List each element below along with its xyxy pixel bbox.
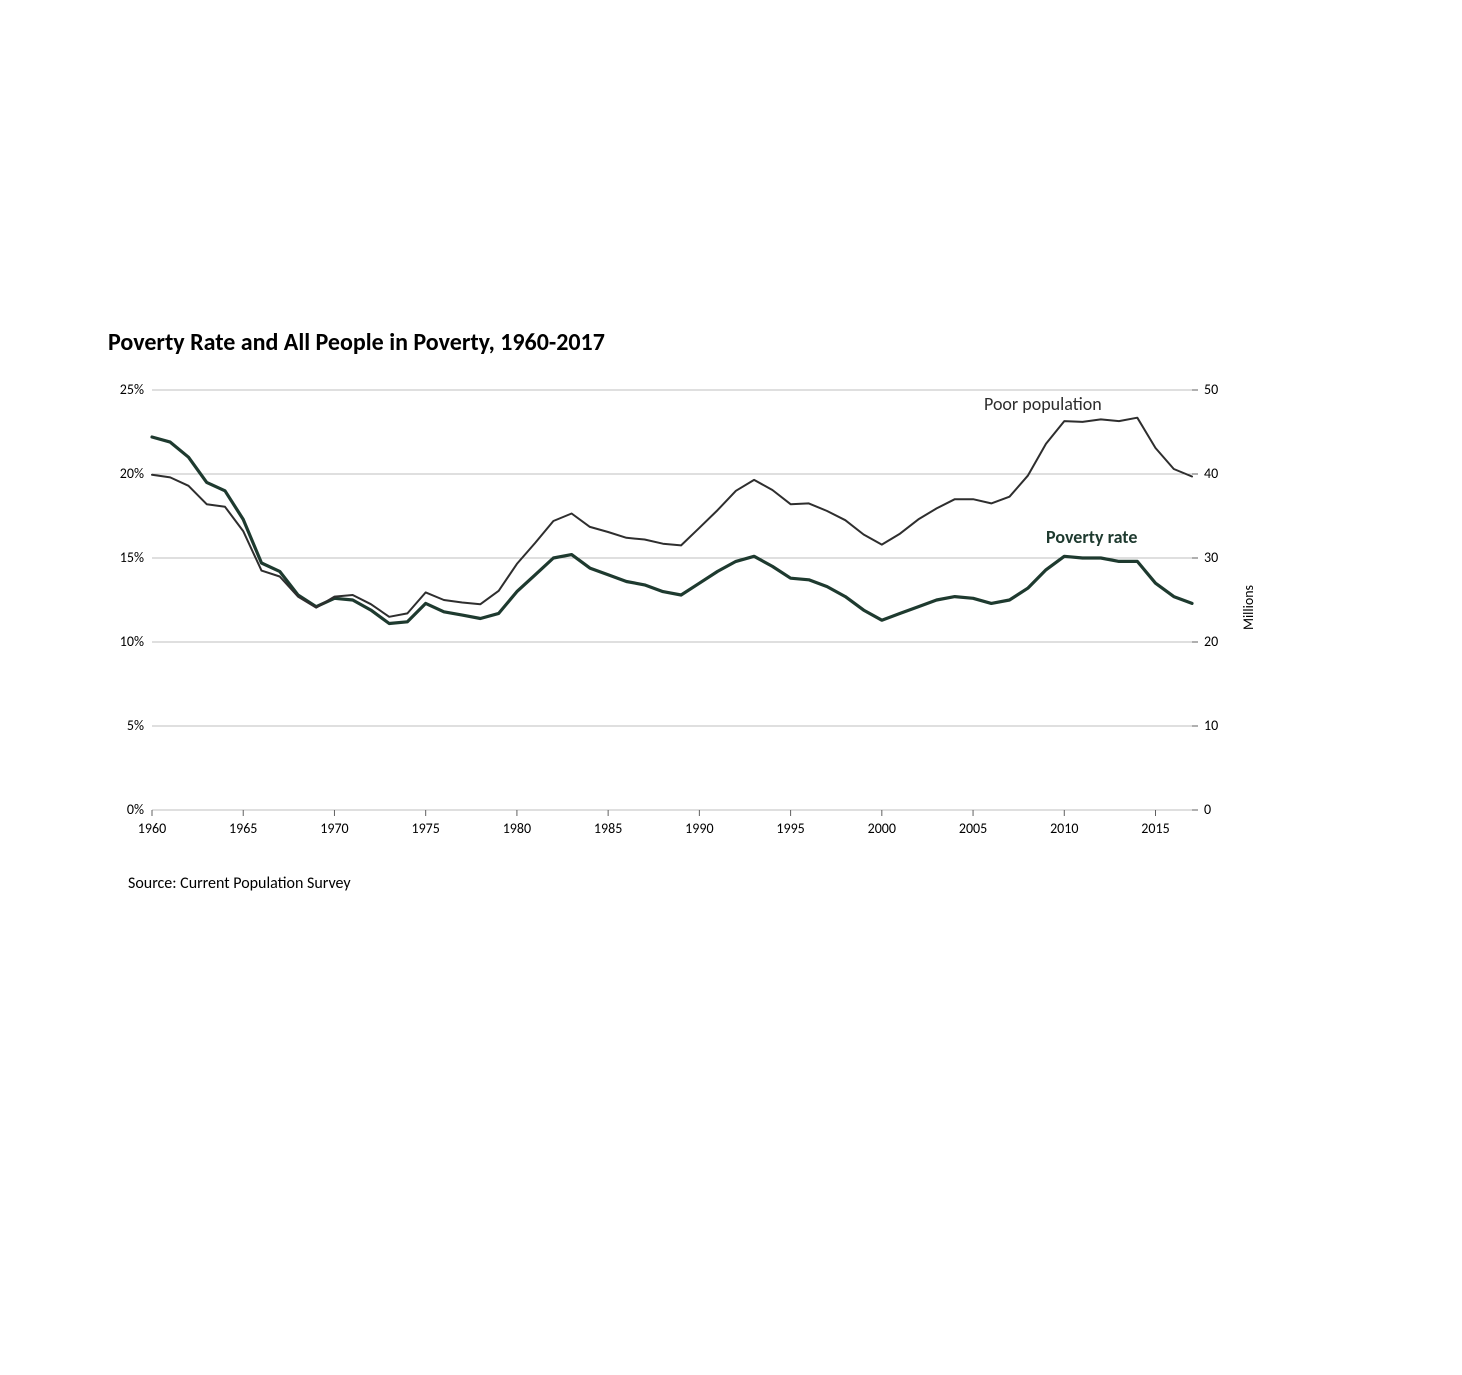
series-label-poor-population: Poor population [984, 393, 1102, 415]
y-left-tick-label: 15% [104, 549, 144, 566]
series-label-poverty-rate: Poverty rate [1046, 526, 1137, 548]
x-tick-label: 2000 [868, 820, 896, 837]
chart-container: Poverty Rate and All People in Poverty, … [0, 0, 1462, 1375]
y-right-tick-label: 20 [1204, 633, 1244, 650]
y-left-tick-label: 20% [104, 465, 144, 482]
y-right-tick-label: 30 [1204, 549, 1244, 566]
y-right-tick-label: 0 [1204, 801, 1244, 818]
x-tick-label: 1960 [138, 820, 166, 837]
x-tick-label: 1995 [776, 820, 804, 837]
x-tick-label: 1990 [685, 820, 713, 837]
y-right-tick-label: 50 [1204, 381, 1244, 398]
x-tick-label: 1975 [411, 820, 439, 837]
y-left-tick-label: 25% [104, 381, 144, 398]
y-left-tick-label: 5% [104, 717, 144, 734]
x-tick-label: 2015 [1141, 820, 1169, 837]
y-right-tick-label: 40 [1204, 465, 1244, 482]
x-tick-label: 1970 [320, 820, 348, 837]
x-tick-label: 1980 [503, 820, 531, 837]
chart-source: Source: Current Population Survey [128, 874, 351, 893]
x-tick-label: 1965 [229, 820, 257, 837]
x-tick-label: 2010 [1050, 820, 1078, 837]
y-left-tick-label: 10% [104, 633, 144, 650]
x-tick-label: 1985 [594, 820, 622, 837]
y-left-tick-label: 0% [104, 801, 144, 818]
series-line-poor-population [152, 418, 1192, 617]
x-tick-label: 2005 [959, 820, 987, 837]
series-line-poverty-rate [152, 437, 1192, 624]
y-right-tick-label: 10 [1204, 717, 1244, 734]
chart-plot-area [0, 0, 1462, 1375]
y-right-axis-title: Millions [1240, 585, 1257, 630]
